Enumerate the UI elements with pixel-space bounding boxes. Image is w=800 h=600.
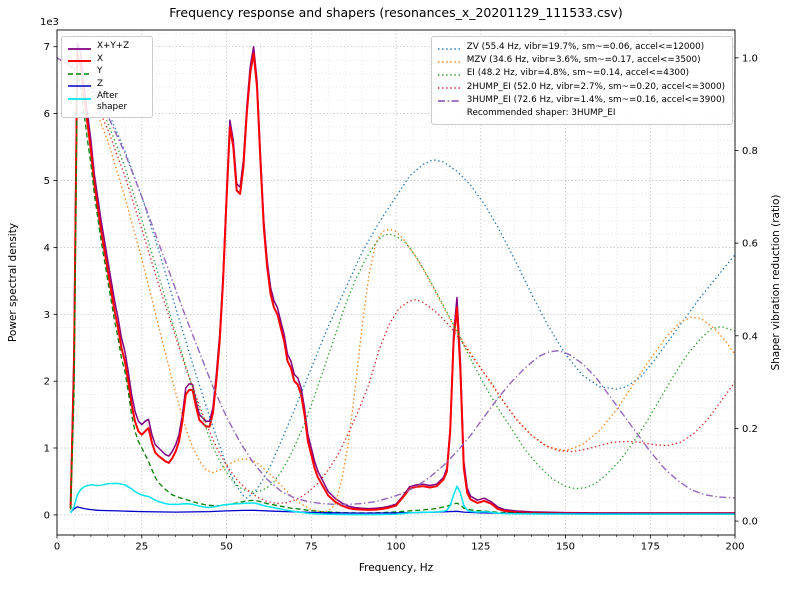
svg-text:125: 125	[471, 542, 490, 553]
legend-line-sample	[437, 47, 461, 50]
legend-line-sample	[68, 72, 91, 75]
svg-text:Power spectral density: Power spectral density	[7, 223, 19, 342]
svg-text:0.8: 0.8	[742, 146, 758, 157]
svg-text:200: 200	[725, 542, 744, 553]
svg-text:150: 150	[556, 542, 575, 553]
shaper-legend: ZV (55.4 Hz, vibr=19.7%, sm~=0.06, accel…	[430, 36, 733, 126]
svg-text:50: 50	[220, 542, 233, 553]
legend-item-mzv: MZV (34.6 Hz, vibr=3.6%, sm~=0.17, accel…	[437, 54, 725, 67]
legend-item-z: Z	[67, 79, 145, 92]
legend-line-sample	[437, 87, 461, 89]
legend-label: MZV (34.6 Hz, vibr=3.6%, sm~=0.17, accel…	[466, 55, 701, 66]
svg-text:3: 3	[44, 310, 50, 321]
recommended-shaper-note: Recommended shaper: 3HUMP_EI	[466, 107, 616, 118]
svg-text:0.4: 0.4	[742, 331, 758, 342]
legend-line-sample	[68, 85, 91, 87]
legend-item-x-y-z: X+Y+Z	[67, 41, 145, 54]
legend-label: 2HUMP_EI (52.0 Hz, vibr=2.7%, sm~=0.20, …	[466, 81, 725, 92]
legend-label: X+Y+Z	[97, 41, 130, 51]
svg-text:6: 6	[44, 109, 50, 120]
psd-legend: X+Y+Z X Y Z After shaper	[61, 36, 153, 118]
svg-text:1e3: 1e3	[40, 17, 59, 28]
legend-item-zv: ZV (55.4 Hz, vibr=19.7%, sm~=0.06, accel…	[437, 41, 725, 54]
legend-item-x: X	[67, 54, 145, 67]
svg-text:0.6: 0.6	[742, 239, 758, 250]
legend-label: 3HUMP_EI (72.6 Hz, vibr=1.4%, sm~=0.16, …	[466, 94, 725, 105]
legend-label: Z	[97, 78, 104, 89]
svg-text:4: 4	[44, 243, 50, 254]
chart-title: Frequency response and shapers (resonanc…	[169, 5, 623, 20]
svg-text:100: 100	[386, 542, 405, 553]
svg-text:0: 0	[44, 510, 50, 521]
svg-text:0: 0	[54, 542, 60, 553]
svg-text:75: 75	[305, 542, 318, 553]
legend-item-3hump-ei: 3HUMP_EI (72.6 Hz, vibr=1.4%, sm~=0.16, …	[437, 94, 725, 107]
legend-item-after-shaper: After shaper	[67, 91, 145, 113]
legend-line-sample	[68, 47, 91, 50]
svg-text:175: 175	[641, 542, 660, 553]
svg-text:7: 7	[44, 42, 50, 53]
svg-text:Frequency, Hz: Frequency, Hz	[359, 562, 434, 574]
legend-line-sample	[437, 74, 461, 76]
svg-text:2: 2	[44, 377, 50, 388]
legend-label: X	[97, 53, 104, 64]
svg-text:25: 25	[135, 542, 148, 553]
legend-item-ei: EI (48.2 Hz, vibr=4.8%, sm~=0.14, accel<…	[437, 67, 725, 80]
svg-text:0.0: 0.0	[742, 517, 758, 528]
legend-label: Y	[97, 66, 103, 76]
svg-text:0.2: 0.2	[742, 424, 758, 435]
legend-line-sample	[68, 60, 91, 62]
svg-text:5: 5	[44, 176, 50, 187]
svg-text:1: 1	[44, 444, 50, 455]
svg-text:1.0: 1.0	[742, 53, 758, 64]
legend-label: After shaper	[97, 91, 128, 112]
legend-item-y: Y	[67, 66, 145, 79]
legend-line-sample	[68, 97, 91, 100]
legend-label: ZV (55.4 Hz, vibr=19.7%, sm~=0.06, accel…	[466, 42, 705, 52]
legend-line-sample	[437, 60, 461, 63]
legend-label: EI (48.2 Hz, vibr=4.8%, sm~=0.14, accel<…	[466, 68, 690, 79]
svg-text:Shaper vibration reduction (ra: Shaper vibration reduction (ratio)	[770, 194, 782, 370]
legend-item-2hump-ei: 2HUMP_EI (52.0 Hz, vibr=2.7%, sm~=0.20, …	[437, 81, 725, 94]
legend-line-sample	[437, 100, 461, 103]
